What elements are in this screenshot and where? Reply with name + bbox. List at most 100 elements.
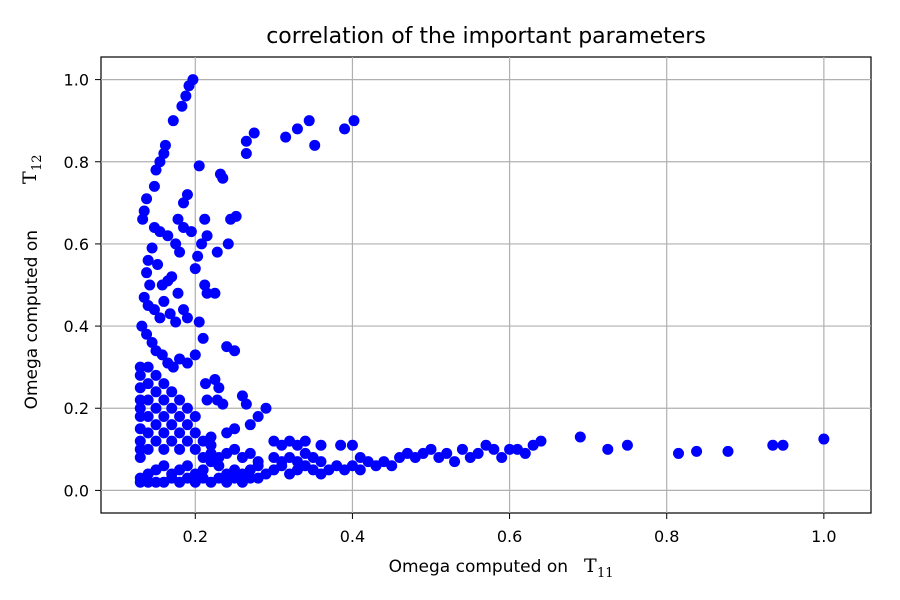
data-point xyxy=(170,238,182,250)
data-point xyxy=(200,378,211,390)
data-point xyxy=(197,332,209,344)
y-axis-label-subscript: 12 xyxy=(30,154,45,171)
data-point xyxy=(354,464,366,476)
data-point xyxy=(142,394,154,406)
data-point xyxy=(229,345,241,357)
data-point xyxy=(150,476,162,488)
data-point xyxy=(217,172,229,184)
x-tick-label: 0.8 xyxy=(654,527,679,546)
axis-ticks: 0.2 0.4 0.6 0.8 1.0 0.0 0.2 0.4 0.6 0.8 1.0 xyxy=(64,71,837,546)
data-point xyxy=(449,456,461,468)
y-tick-label: 0.6 xyxy=(64,235,89,254)
data-point xyxy=(621,439,633,451)
data-point xyxy=(602,443,614,455)
x-axis-label-text: Omega computed on xyxy=(389,557,568,577)
data-point xyxy=(211,246,223,258)
data-point xyxy=(691,445,703,457)
data-point xyxy=(178,197,189,209)
data-point xyxy=(504,443,516,455)
data-point xyxy=(152,258,164,270)
data-point xyxy=(315,439,327,451)
data-point xyxy=(142,254,154,266)
data-point xyxy=(201,394,213,406)
data-point xyxy=(134,452,146,464)
y-axis-label-symbol: T xyxy=(19,171,41,184)
data-point xyxy=(174,394,186,406)
data-point xyxy=(193,316,205,328)
data-point xyxy=(150,419,162,431)
data-point xyxy=(158,378,170,390)
data-point xyxy=(244,447,256,459)
y-axis-label-text: Omega computed on xyxy=(22,230,42,409)
data-point xyxy=(818,433,830,445)
data-point xyxy=(150,369,162,381)
data-point xyxy=(221,427,233,439)
data-point xyxy=(134,476,146,488)
data-point xyxy=(154,312,166,324)
data-point xyxy=(180,90,192,102)
data-point xyxy=(201,287,213,299)
data-point xyxy=(229,443,241,455)
data-point xyxy=(222,238,234,250)
data-point xyxy=(181,312,193,324)
y-tick-label: 0.2 xyxy=(64,399,89,418)
data-point xyxy=(309,139,321,151)
data-point xyxy=(456,443,468,455)
x-axis-label-subscript: 11 xyxy=(597,566,614,581)
x-tick-label: 0.2 xyxy=(183,527,208,546)
data-point xyxy=(303,115,315,127)
data-point xyxy=(156,349,168,361)
data-point xyxy=(158,427,170,439)
data-point xyxy=(142,361,154,373)
y-tick-label: 1.0 xyxy=(64,71,89,90)
data-point xyxy=(244,472,256,484)
data-point xyxy=(240,398,252,410)
data-point xyxy=(158,295,170,307)
data-point xyxy=(172,287,184,299)
data-point xyxy=(158,443,170,455)
data-point xyxy=(339,123,351,135)
data-point xyxy=(172,213,184,225)
data-point xyxy=(240,148,252,160)
data-point xyxy=(315,456,327,468)
data-point xyxy=(189,443,201,455)
data-point xyxy=(189,427,201,439)
data-point xyxy=(181,435,193,447)
data-point xyxy=(535,435,547,447)
data-point xyxy=(134,361,146,373)
data-point xyxy=(134,394,146,406)
data-point xyxy=(166,271,178,283)
data-point xyxy=(164,308,176,320)
data-point xyxy=(244,419,256,431)
data-point xyxy=(201,230,213,242)
data-point xyxy=(162,230,174,242)
data-point xyxy=(150,386,162,398)
data-point xyxy=(441,447,453,459)
data-point xyxy=(183,80,195,92)
data-point xyxy=(217,398,229,410)
data-point xyxy=(240,135,252,147)
data-points xyxy=(134,74,830,488)
data-point xyxy=(673,447,684,459)
data-point xyxy=(134,435,146,447)
data-point xyxy=(777,439,789,451)
data-point xyxy=(134,369,146,381)
data-point xyxy=(767,439,779,451)
data-point xyxy=(150,435,162,447)
data-point xyxy=(199,213,211,225)
data-point xyxy=(146,242,158,254)
data-point xyxy=(146,337,158,349)
data-point xyxy=(348,115,360,127)
y-axis-label: Omega computed on T 12 xyxy=(19,154,45,409)
data-point xyxy=(291,456,303,468)
data-point xyxy=(138,205,150,217)
data-point xyxy=(176,100,188,112)
data-point xyxy=(144,279,156,291)
data-point xyxy=(141,193,153,205)
data-point xyxy=(189,410,201,422)
data-point xyxy=(193,160,205,172)
data-point xyxy=(213,382,225,394)
data-point xyxy=(178,304,189,316)
data-point xyxy=(166,419,178,431)
